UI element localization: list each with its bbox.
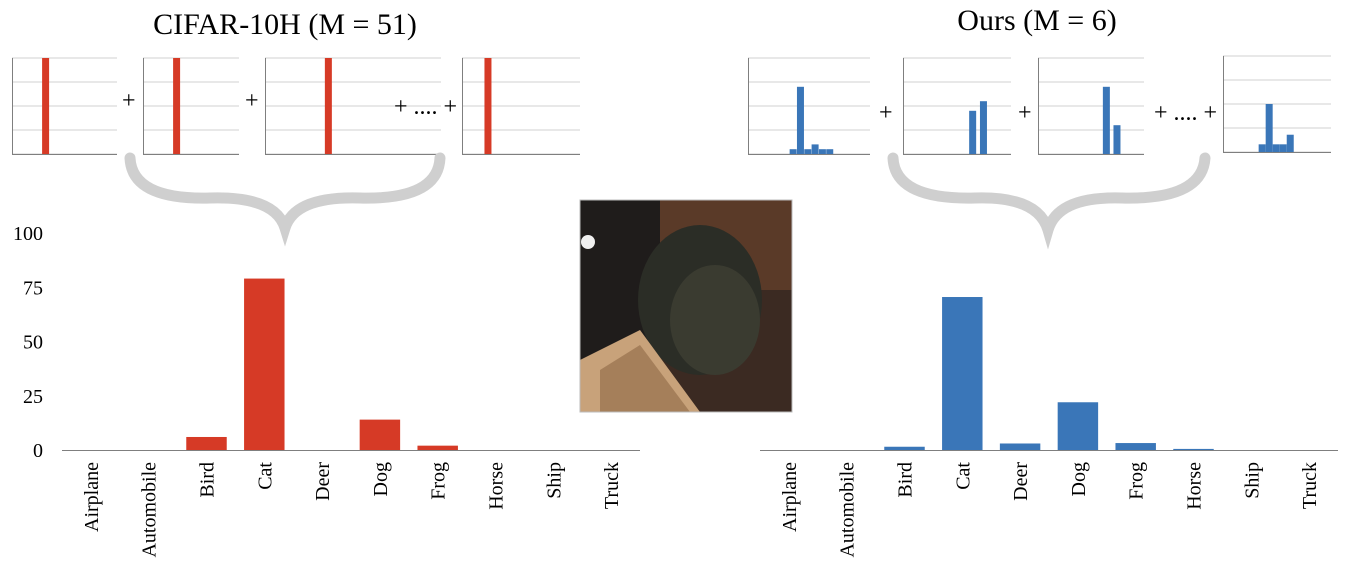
x-tick-label: Deer bbox=[312, 462, 334, 501]
small-multiples-ours bbox=[748, 55, 1331, 155]
x-tick-label: Frog bbox=[428, 462, 450, 500]
bar-dog bbox=[1057, 402, 1099, 450]
mini-bar bbox=[1258, 144, 1266, 152]
x-tick-label: Frog bbox=[1126, 462, 1148, 500]
x-tick-label: Deer bbox=[1010, 462, 1032, 501]
x-tick-label: Bird bbox=[895, 462, 917, 498]
small-multiple-chart bbox=[143, 57, 239, 155]
mini-bar bbox=[804, 149, 812, 154]
small-multiple-chart bbox=[1038, 57, 1144, 155]
plus-operator: + bbox=[1018, 100, 1032, 126]
x-tick-label: Truck bbox=[601, 462, 623, 509]
mini-bar bbox=[1279, 144, 1287, 152]
x-tick-label: Automobile bbox=[139, 462, 161, 558]
x-tick-label: Horse bbox=[1184, 462, 1206, 510]
x-tick-label: Cat bbox=[254, 462, 276, 490]
bar-bird bbox=[186, 436, 227, 450]
mini-bar bbox=[796, 86, 804, 154]
small-multiple-chart bbox=[12, 57, 117, 155]
bar-cat bbox=[942, 297, 983, 450]
x-tick-label: Ship bbox=[1241, 462, 1263, 499]
mini-bar bbox=[324, 58, 332, 154]
chart-title-ours: Ours (M = 6) bbox=[957, 4, 1116, 37]
chart-title-cifar10h: CIFAR-10H (M = 51) bbox=[153, 8, 417, 41]
bar-bird bbox=[884, 446, 925, 450]
bar-horse bbox=[1173, 448, 1214, 450]
brace-left bbox=[124, 152, 446, 247]
small-multiples-cifar10h bbox=[12, 57, 580, 155]
bar-chart-cifar10h: Airplane Automobile Bird Cat Deer Dog Frog Hors… bbox=[13, 223, 640, 558]
y-tick-label: 75 bbox=[23, 277, 43, 299]
bar-deer bbox=[999, 443, 1041, 450]
bar-dog bbox=[359, 419, 401, 450]
ellipsis-plus-operator: + .... + bbox=[1154, 100, 1217, 126]
small-multiple-chart bbox=[462, 57, 580, 155]
bar-frog bbox=[1115, 443, 1156, 450]
plus-operator: + bbox=[879, 100, 893, 126]
x-tick-label: Airplane bbox=[779, 462, 801, 532]
plus-operator: + bbox=[245, 88, 259, 114]
mini-bar bbox=[826, 149, 834, 154]
mini-bar bbox=[173, 58, 181, 154]
x-tick-label: Dog bbox=[370, 462, 392, 496]
x-tick-label: Airplane bbox=[81, 462, 103, 532]
mini-bar bbox=[789, 149, 797, 154]
bar-frog bbox=[417, 445, 458, 450]
mini-bar bbox=[1265, 104, 1273, 152]
mini-bar bbox=[1286, 134, 1294, 152]
mini-bar bbox=[1272, 144, 1280, 152]
mini-bar bbox=[484, 58, 492, 154]
mini-bar bbox=[42, 58, 50, 154]
mini-bar bbox=[969, 110, 977, 154]
small-multiple-chart bbox=[748, 57, 870, 155]
mini-bar bbox=[1113, 125, 1121, 154]
x-tick-label: Ship bbox=[543, 462, 565, 499]
mini-bar bbox=[1102, 86, 1110, 154]
cat-photo-thumbnail bbox=[579, 199, 793, 413]
bar-chart-ours: Airplane Automobile Bird Cat Deer Dog Frog Hors… bbox=[760, 297, 1338, 558]
small-multiple-chart bbox=[265, 57, 441, 155]
y-tick-label: 0 bbox=[33, 440, 43, 462]
brace-right bbox=[887, 152, 1211, 250]
x-tick-label: Truck bbox=[1299, 462, 1321, 509]
x-tick-label: Cat bbox=[952, 462, 974, 490]
plus-operator: + bbox=[122, 88, 136, 114]
mini-bar bbox=[811, 144, 819, 154]
mini-bar bbox=[818, 149, 826, 154]
x-tick-label: Dog bbox=[1068, 462, 1090, 496]
y-tick-label: 100 bbox=[13, 223, 43, 245]
y-tick-label: 50 bbox=[23, 332, 43, 354]
x-tick-label: Automobile bbox=[837, 462, 859, 558]
x-tick-label: Horse bbox=[486, 462, 508, 510]
small-multiple-chart bbox=[903, 57, 1011, 155]
bar-cat bbox=[244, 278, 285, 450]
small-multiple-chart bbox=[1223, 55, 1331, 153]
ellipsis-plus-operator: + .... + bbox=[394, 94, 457, 120]
mini-bar bbox=[979, 101, 987, 154]
y-tick-label: 25 bbox=[23, 386, 43, 408]
x-tick-label: Bird bbox=[197, 462, 219, 498]
